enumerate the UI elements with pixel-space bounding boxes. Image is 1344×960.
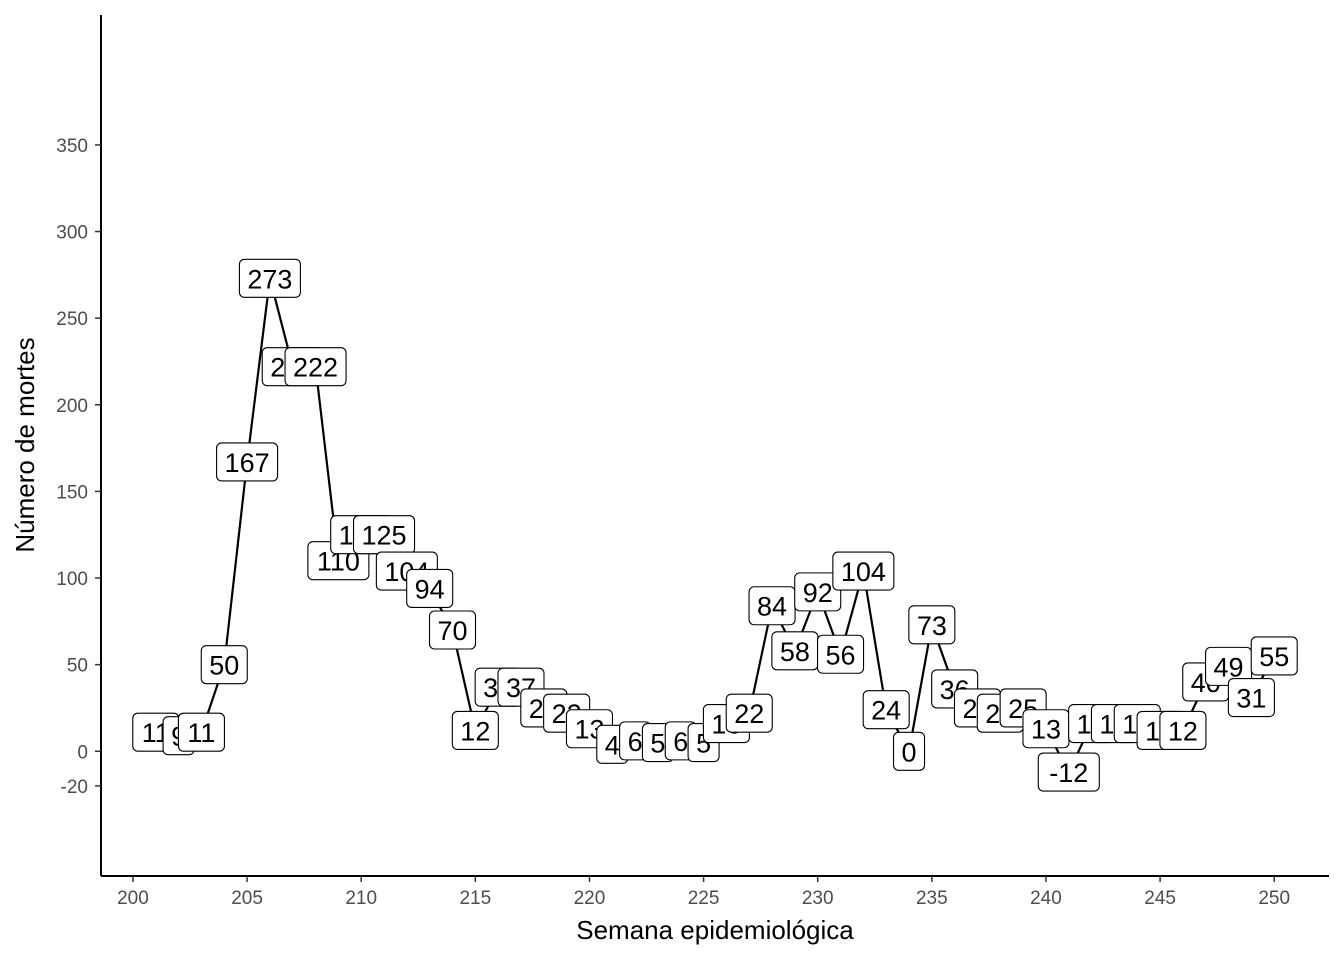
point-label-text: 31 [1236, 684, 1266, 714]
point-label: 273 [238, 258, 301, 298]
point-label: 24 [862, 690, 910, 730]
point-label-box [451, 710, 499, 751]
point-label: 70 [428, 610, 477, 650]
y-axis-title: Número de mortes [10, 337, 40, 552]
y-tick-label: 0 [77, 742, 88, 763]
point-label-box [1227, 678, 1275, 718]
point-label: 31 [1227, 678, 1275, 718]
x-tick-label: 225 [688, 888, 720, 909]
point-labels: 1191150167273222222110125125104947012373… [132, 258, 1298, 792]
point-label: 11 [177, 712, 225, 752]
y-tick-label: 150 [56, 482, 88, 503]
point-label-text: 167 [225, 448, 270, 478]
point-label-text: 24 [871, 696, 901, 726]
y-tick-label: 300 [56, 223, 88, 244]
point-label-text: 70 [437, 616, 467, 646]
axes: 200 205 210 215 220 225 230 235 240 245 250 -20050… [56, 15, 1329, 909]
y-ticks: -20 0 50 100 150 200 250 300 350 [56, 136, 101, 798]
point-label-text: 11 [187, 718, 215, 748]
point-label-text: 5 [650, 729, 665, 759]
point-label: 49 [1205, 646, 1253, 686]
point-label-box [177, 712, 225, 752]
point-label-box [725, 693, 773, 733]
point-label-text: 12 [1168, 716, 1198, 746]
x-tick-label: 235 [916, 888, 948, 909]
point-label-box [794, 572, 842, 612]
point-label-text: 125 [362, 521, 407, 551]
y-tick-label: 50 [67, 656, 88, 677]
point-label-text: 273 [247, 264, 292, 294]
point-label-box [862, 690, 910, 730]
point-label-text: 13 [1031, 715, 1061, 745]
x-tick-label: 210 [345, 888, 377, 909]
point-label-box [1250, 636, 1298, 676]
y-tick-label: -20 [61, 777, 88, 798]
point-label: 55 [1250, 636, 1298, 676]
x-ticks: 200 205 210 215 220 225 230 235 240 245 250 [117, 876, 1290, 909]
point-label-text: 6 [673, 727, 688, 757]
point-label: -12 [1037, 752, 1100, 792]
point-label-box [832, 551, 895, 591]
point-label-text: 84 [757, 592, 787, 622]
point-label: 22 [725, 693, 773, 733]
point-label: 222 [284, 347, 347, 387]
point-label: 50 [200, 645, 248, 685]
x-tick-label: 215 [459, 888, 491, 909]
point-label-text: 12 [460, 716, 490, 746]
point-label-text: 92 [803, 578, 833, 608]
point-label-box [892, 731, 926, 771]
point-label: 73 [908, 605, 956, 645]
point-label: 58 [771, 631, 819, 671]
point-label-box [238, 258, 301, 298]
x-tick-label: 240 [1030, 888, 1062, 909]
point-label: 104 [832, 551, 895, 591]
x-tick-label: 200 [117, 888, 149, 909]
point-label-text: 22 [734, 699, 764, 729]
point-label: 94 [406, 568, 454, 608]
point-label: 84 [748, 586, 796, 626]
x-tick-label: 230 [802, 888, 834, 909]
point-label-text: 6 [628, 727, 643, 757]
point-label: 13 [1022, 709, 1070, 749]
x-tick-label: 245 [1144, 888, 1176, 909]
point-label-box [428, 610, 477, 650]
y-tick-label: 250 [56, 309, 88, 330]
point-label-text: 55 [1259, 642, 1289, 672]
point-label-box [406, 568, 454, 608]
point-label-box [216, 442, 279, 482]
x-tick-label: 250 [1258, 888, 1290, 909]
y-tick-label: 100 [56, 569, 88, 590]
point-label-text: 94 [415, 574, 445, 604]
point-label-text: -12 [1049, 758, 1088, 788]
point-label-text: 58 [780, 637, 810, 667]
point-label-text: 56 [826, 640, 856, 670]
point-label: 125 [352, 515, 416, 555]
point-label: 56 [816, 634, 865, 674]
point-label-box [908, 605, 956, 645]
x-tick-label: 205 [231, 888, 263, 909]
point-label-text: 50 [209, 651, 239, 681]
point-label-text: 104 [841, 557, 886, 587]
x-axis-title: Semana epidemiológica [576, 915, 854, 945]
point-label: 12 [1159, 710, 1207, 751]
point-label-box [284, 347, 347, 387]
x-tick-label: 220 [574, 888, 606, 909]
point-label-box [816, 634, 865, 674]
point-label-box [1159, 710, 1207, 751]
point-label: 12 [451, 710, 499, 751]
point-label-text: 73 [917, 611, 947, 641]
point-label-text: 4 [605, 730, 620, 760]
point-label: 92 [794, 572, 842, 612]
point-label-box [200, 645, 248, 685]
point-label: 167 [216, 442, 279, 482]
point-label-text: 222 [293, 353, 338, 383]
point-label-box [1037, 752, 1100, 792]
point-label-text: 49 [1214, 652, 1244, 682]
point-label: 0 [892, 731, 926, 771]
y-tick-label: 200 [56, 396, 88, 417]
point-label-text: 0 [901, 737, 916, 767]
y-tick-label: 350 [56, 136, 88, 157]
